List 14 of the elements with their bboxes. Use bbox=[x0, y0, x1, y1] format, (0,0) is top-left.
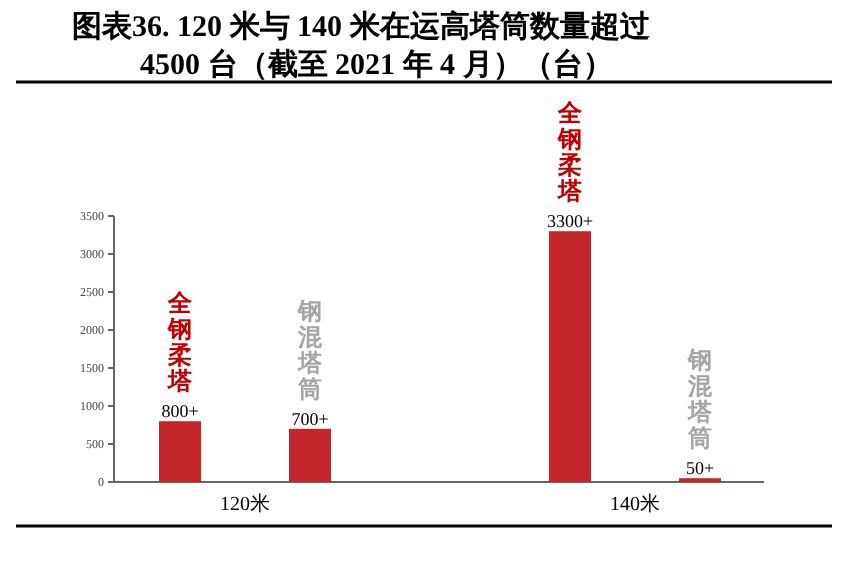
annotation: 钢混塔筒 bbox=[686, 346, 714, 453]
data-label: 800+ bbox=[161, 401, 199, 422]
annotation: 全钢柔塔 bbox=[166, 289, 194, 396]
text: 140米 bbox=[610, 492, 660, 516]
data-label: 50+ bbox=[685, 458, 715, 479]
text: 全钢柔塔 bbox=[556, 99, 584, 206]
chart-title: 图表36. 120 米与 140 米在运高塔筒数量超过 4500 台（截至 2021 年 4 月）（台） bbox=[72, 8, 652, 82]
annotation: 钢混塔筒 bbox=[296, 296, 324, 403]
data-label: 700+ bbox=[291, 408, 329, 429]
bar bbox=[289, 428, 331, 482]
data-label: 3300+ bbox=[546, 211, 594, 232]
bar bbox=[159, 421, 201, 482]
text: 120米 bbox=[220, 492, 270, 516]
bar bbox=[549, 231, 591, 482]
